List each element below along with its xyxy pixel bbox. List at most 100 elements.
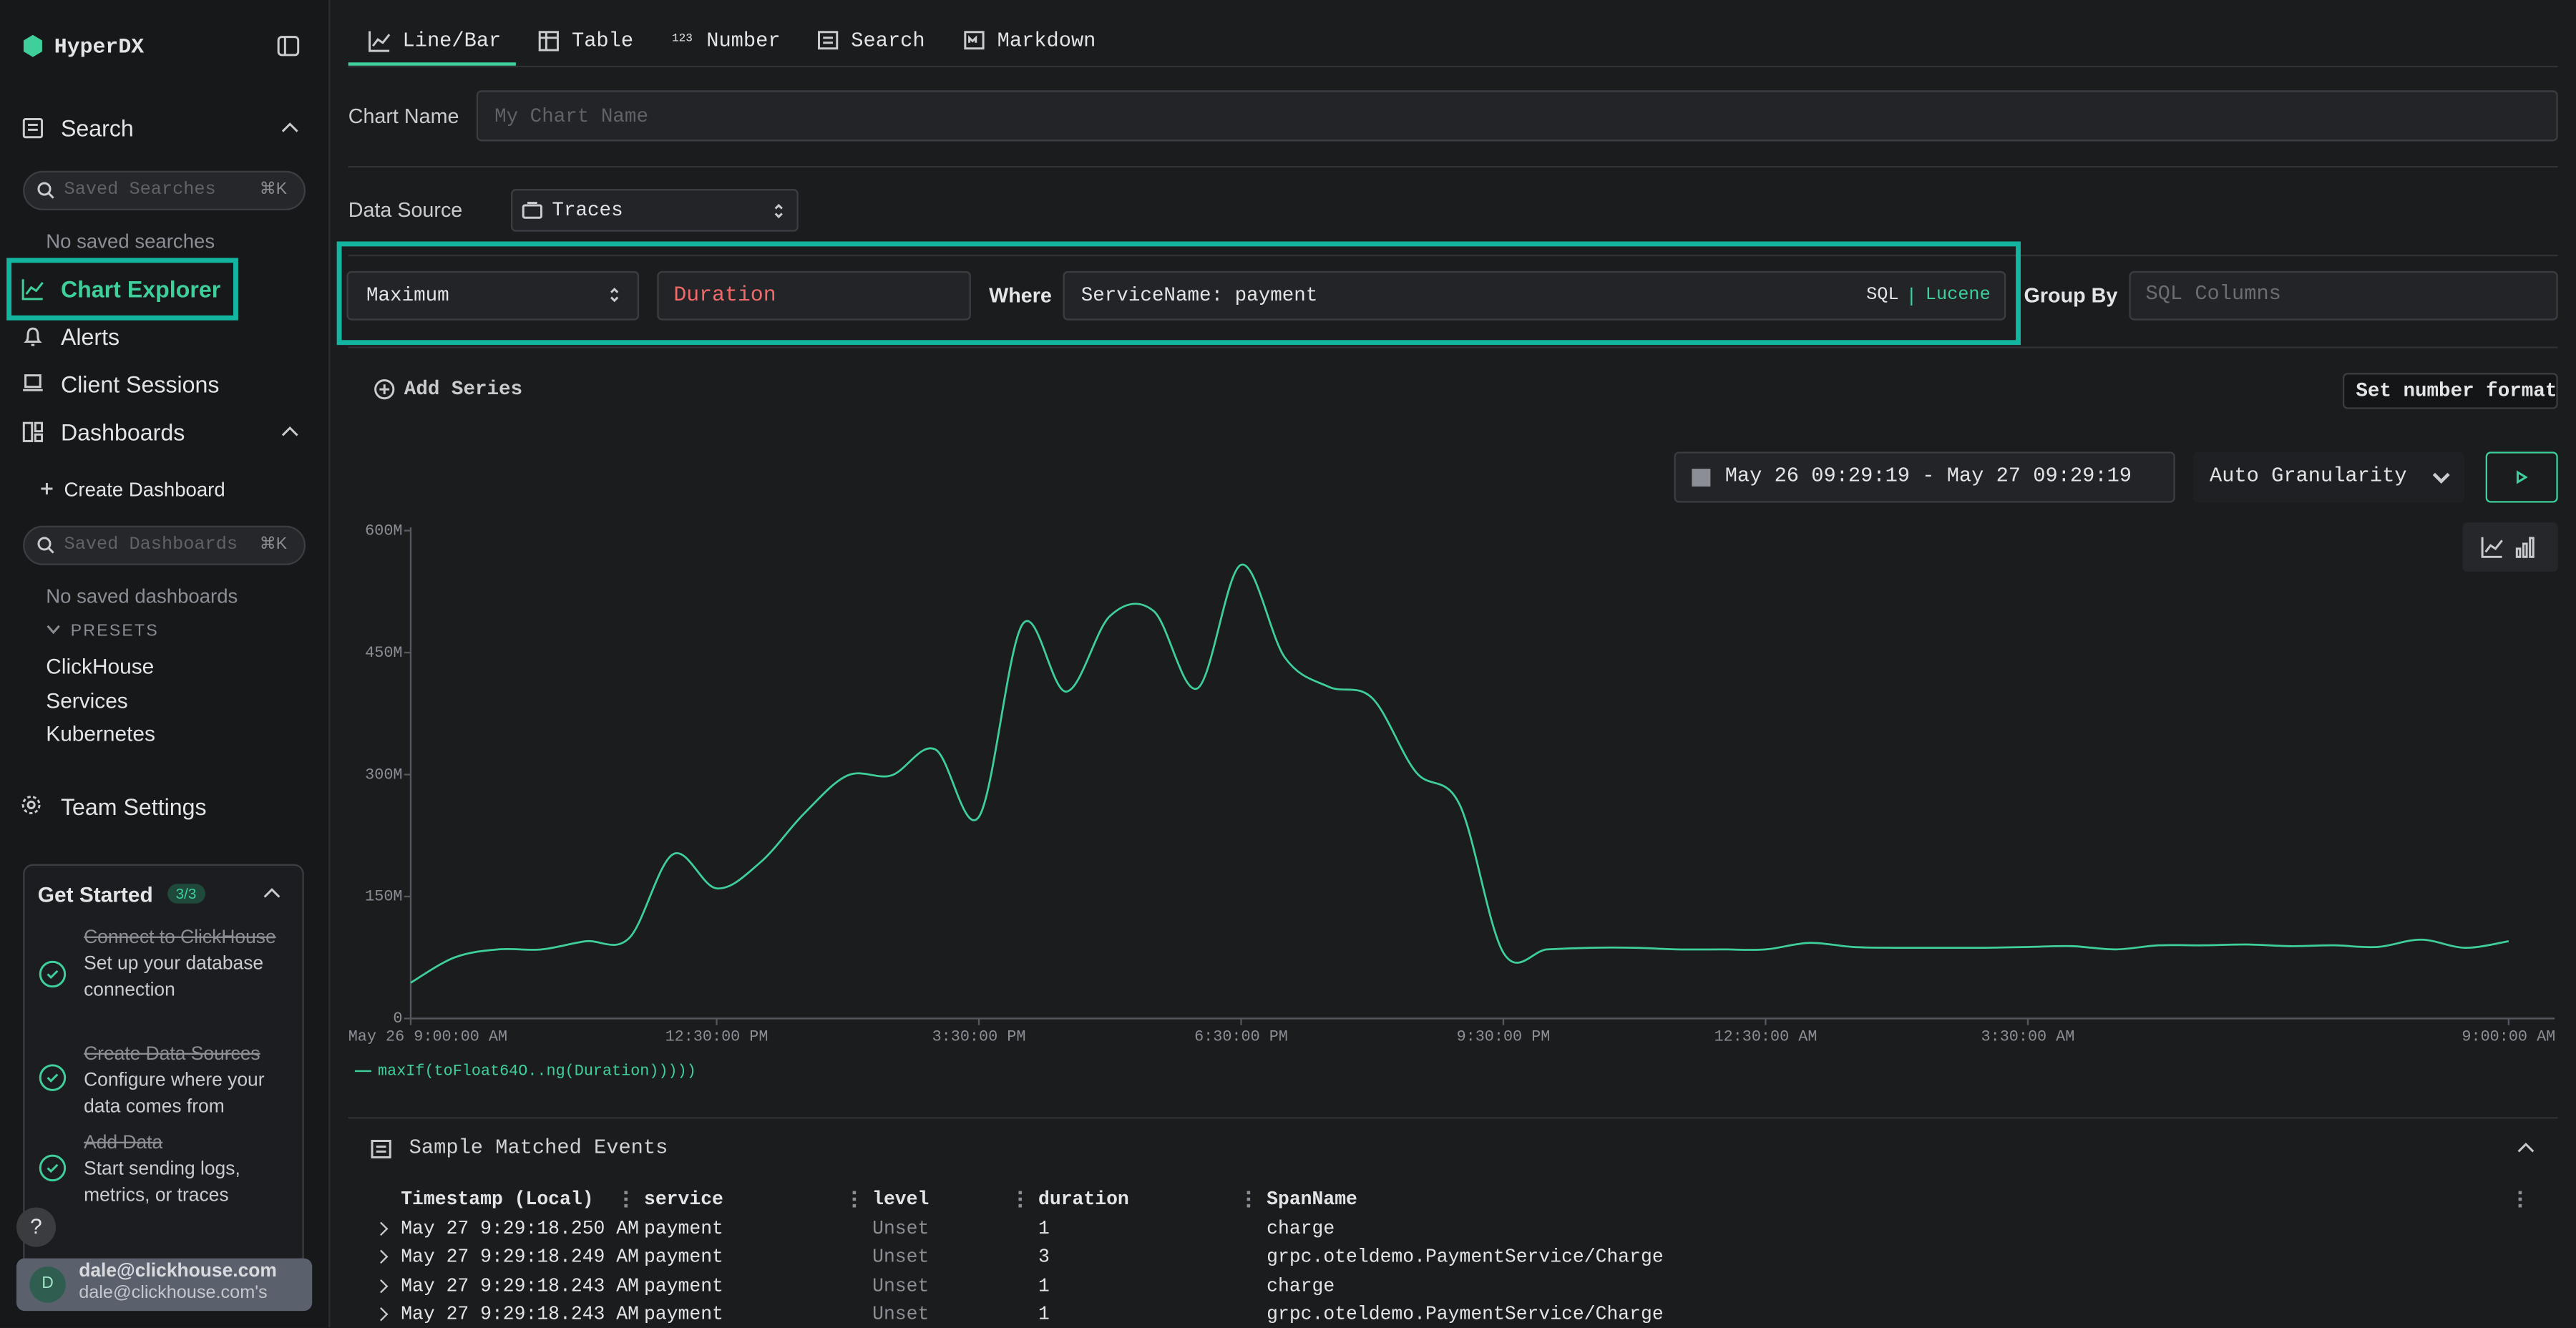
empty-note: No saved searches bbox=[46, 230, 215, 253]
aggregation-select[interactable] bbox=[346, 270, 640, 321]
column-menu[interactable] bbox=[852, 1191, 859, 1208]
row-expand[interactable] bbox=[374, 1250, 389, 1265]
progress-badge: 3/3 bbox=[167, 884, 205, 904]
saved-search-input[interactable] bbox=[23, 170, 306, 210]
number-format-button[interactable] bbox=[2342, 373, 2558, 409]
column-menu[interactable] bbox=[1246, 1191, 1254, 1208]
display-toggle[interactable] bbox=[2462, 522, 2558, 572]
line-toggle[interactable] bbox=[2481, 537, 2503, 558]
row-expand[interactable] bbox=[374, 1221, 389, 1236]
step-desc: Set up your database connection bbox=[84, 954, 264, 1001]
bell-icon bbox=[24, 327, 42, 346]
play-icon bbox=[2516, 470, 2528, 484]
row-expand[interactable] bbox=[374, 1307, 389, 1322]
column-header[interactable]: SpanName bbox=[1267, 1189, 1357, 1211]
cell: May 27 9:29:18.243 AM bbox=[401, 1276, 639, 1298]
cell: grpc.oteldemo.PaymentService/Charge bbox=[1267, 1247, 1664, 1269]
search-icon bbox=[22, 117, 44, 139]
nav-item[interactable]: Chart Explorer bbox=[60, 275, 221, 303]
row-expand[interactable] bbox=[374, 1279, 389, 1293]
group-by-input[interactable] bbox=[2129, 270, 2558, 321]
step: Add Data Start sending logs, metrics, or … bbox=[84, 1131, 289, 1209]
step: Connect to ClickHouse Set up your databas… bbox=[84, 925, 289, 1004]
where-value: ServiceName: payment bbox=[1080, 284, 1318, 308]
tab[interactable]: Number bbox=[706, 29, 781, 53]
column-menu[interactable] bbox=[2518, 1191, 2525, 1208]
granularity-select[interactable] bbox=[2193, 451, 2464, 503]
time-range: May 26 09:29:19 - May 27 09:29:19 bbox=[1724, 464, 2132, 488]
time-range-input[interactable] bbox=[1674, 451, 2175, 503]
run-button[interactable] bbox=[2485, 451, 2558, 503]
check-icon bbox=[39, 960, 67, 988]
nav-item[interactable]: Team Settings bbox=[60, 793, 207, 820]
search-glass bbox=[37, 182, 54, 199]
user-team: dale@clickhouse.com's bbox=[79, 1283, 268, 1303]
cell: payment bbox=[643, 1247, 723, 1269]
legend-label: maxIf(toFloat64O..ng(Duration))))) bbox=[378, 1063, 696, 1080]
help-button[interactable]: ? bbox=[16, 1207, 57, 1247]
divider bbox=[348, 165, 2558, 168]
tab-icon bbox=[818, 31, 839, 50]
step-title: Connect to ClickHouse bbox=[84, 928, 276, 948]
preset[interactable]: ClickHouse bbox=[46, 653, 155, 679]
tab-underline bbox=[348, 62, 516, 66]
chevron[interactable] bbox=[281, 426, 298, 436]
cell: May 27 9:29:18.249 AM bbox=[401, 1247, 639, 1269]
tab-icon bbox=[964, 31, 985, 50]
check-icon bbox=[39, 1154, 67, 1182]
nav-item[interactable]: Dashboards bbox=[60, 419, 185, 446]
select-value: Auto Granularity bbox=[2209, 464, 2407, 488]
label: Data Source bbox=[348, 198, 463, 222]
field-input[interactable] bbox=[657, 270, 971, 321]
placeholder: My Chart Name bbox=[494, 104, 649, 129]
check-icon bbox=[39, 1064, 67, 1091]
chevron[interactable] bbox=[281, 122, 298, 132]
tab-icon bbox=[369, 31, 391, 52]
nav-search[interactable]: Search bbox=[60, 114, 134, 142]
step-title: Add Data bbox=[84, 1133, 163, 1153]
nav-item[interactable]: Alerts bbox=[60, 323, 120, 351]
column-header[interactable]: level bbox=[872, 1189, 930, 1211]
chevron[interactable] bbox=[47, 625, 60, 635]
x-tick-label: 12:30:00 PM bbox=[665, 1027, 769, 1045]
create-dashboard[interactable]: Create Dashboard bbox=[64, 478, 225, 502]
gear-icon bbox=[21, 796, 41, 814]
column-header[interactable]: service bbox=[643, 1189, 723, 1211]
dashboard-icon bbox=[22, 421, 44, 442]
saved-dashboard-input[interactable] bbox=[23, 525, 306, 565]
add-series[interactable]: Add Series bbox=[404, 378, 523, 401]
language-option[interactable]: Lucene bbox=[1925, 285, 1991, 306]
y-tick-label: 450M bbox=[365, 644, 402, 662]
plus-icon bbox=[41, 482, 53, 495]
data-source-select[interactable] bbox=[511, 189, 799, 232]
column-header[interactable]: Timestamp (Local) bbox=[401, 1189, 594, 1211]
user-name: dale@clickhouse.com bbox=[79, 1261, 277, 1281]
column-menu[interactable] bbox=[624, 1191, 630, 1208]
card-title: Get Started bbox=[37, 882, 153, 907]
separator bbox=[1911, 287, 1913, 306]
language-option[interactable]: SQL bbox=[1866, 285, 1899, 306]
preset[interactable]: Services bbox=[46, 688, 128, 713]
cell: Unset bbox=[872, 1304, 930, 1327]
chevron[interactable] bbox=[2517, 1142, 2534, 1153]
chevron[interactable] bbox=[263, 888, 280, 898]
preset[interactable]: Kubernetes bbox=[46, 721, 155, 746]
nav-item[interactable]: Client Sessions bbox=[60, 371, 220, 398]
divider bbox=[348, 1117, 2558, 1119]
tab[interactable]: Markdown bbox=[997, 29, 1096, 53]
bar-toggle[interactable] bbox=[2515, 537, 2535, 558]
column-menu[interactable] bbox=[1018, 1191, 1025, 1208]
tab[interactable]: Table bbox=[571, 29, 634, 53]
cell: 1 bbox=[1038, 1276, 1050, 1298]
collapse-icon[interactable] bbox=[277, 36, 300, 57]
tab[interactable]: Line/Bar bbox=[402, 29, 502, 53]
divider bbox=[348, 254, 2558, 257]
where-input[interactable] bbox=[1063, 270, 2006, 321]
list-icon bbox=[371, 1140, 391, 1158]
column-header[interactable]: duration bbox=[1038, 1189, 1129, 1211]
chart-name-input[interactable] bbox=[476, 90, 2558, 142]
tab[interactable]: Search bbox=[851, 29, 925, 53]
step: Create Data Sources Configure where your … bbox=[84, 1042, 289, 1120]
tab-icon: 123 bbox=[672, 32, 693, 47]
chart-icon bbox=[21, 279, 44, 301]
